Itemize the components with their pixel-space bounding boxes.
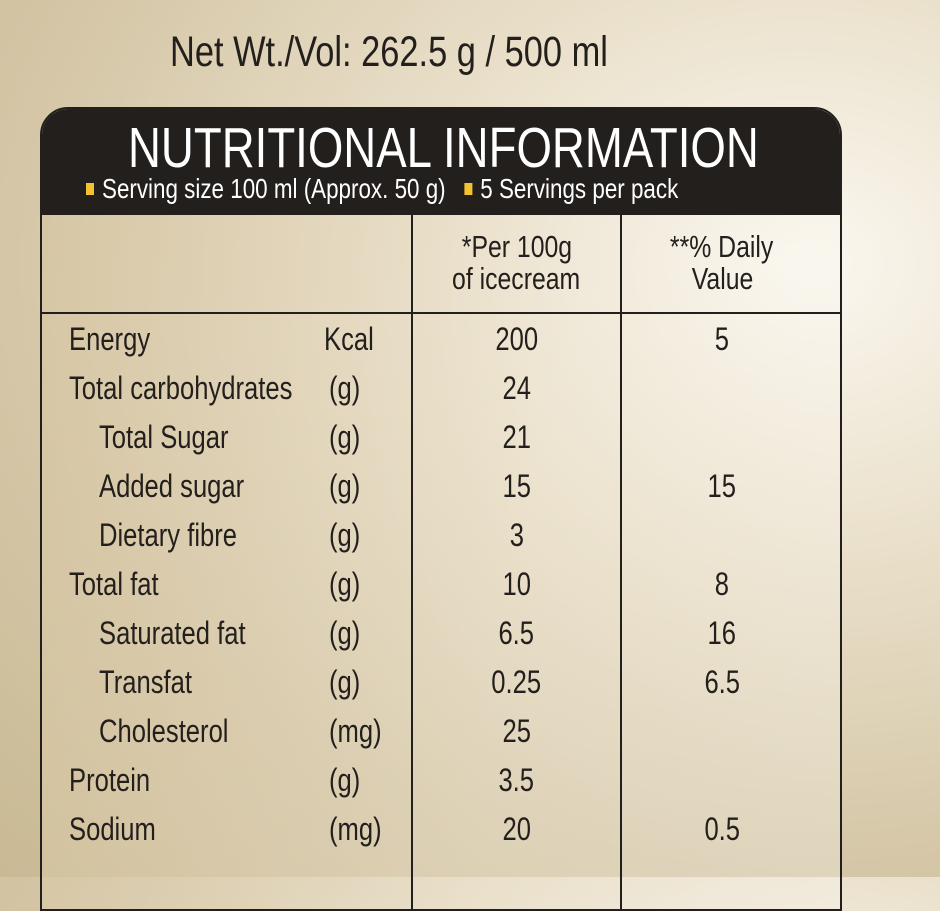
nutrition-panel: NUTRITIONAL INFORMATION Serving size 100… [40, 107, 842, 911]
daily-value [622, 517, 822, 554]
bullet-icon [86, 182, 94, 195]
per100g-value: 3.5 [498, 762, 535, 798]
table-row: Sodium (mg) 20 0.5 [42, 811, 840, 851]
servings-per-pack: 5 Servings per pack [480, 173, 679, 204]
nutrient-unit: (g) [329, 762, 361, 798]
per100g-value: 10 [502, 566, 531, 602]
table-row: Energy Kcal 200 5 [42, 321, 840, 361]
column-header-daily-value: **% Daily Value [670, 229, 774, 296]
serving-info: Serving size 100 ml (Approx. 50 g) 5 Ser… [86, 173, 826, 205]
nutrient-unit: Kcal [324, 321, 374, 357]
panel-title: NUTRITIONAL INFORMATION [128, 116, 759, 180]
nutrient-unit: (g) [329, 615, 361, 651]
per100g-value: 24 [502, 370, 531, 406]
table-row: Cholesterol (mg) 25 [42, 713, 840, 753]
nutrient-unit: (g) [329, 517, 361, 553]
per100g-value: 0.25 [491, 664, 542, 700]
per100g-value: 15 [502, 468, 531, 504]
table-row: Transfat (g) 0.25 6.5 [42, 664, 840, 704]
nutrient-name: Dietary fibre [99, 517, 237, 553]
per100g-value: 21 [502, 419, 531, 455]
table-row: Saturated fat (g) 6.5 16 [42, 615, 840, 655]
nutrient-name: Cholesterol [99, 713, 229, 749]
nutrient-name: Saturated fat [99, 615, 246, 651]
daily-value: 6.5 [704, 664, 740, 700]
daily-value [622, 370, 822, 407]
table-row: Total fat (g) 10 8 [42, 566, 840, 606]
daily-value: 15 [707, 468, 737, 504]
daily-value [622, 419, 822, 456]
nutrient-name: Total fat [69, 566, 159, 602]
column-divider [411, 215, 413, 909]
table-row: Dietary fibre (g) 3 [42, 517, 840, 557]
nutrient-name: Added sugar [99, 468, 245, 504]
nutrient-name: Total Sugar [99, 419, 229, 455]
nutrient-name: Energy [69, 321, 151, 357]
daily-value: 0.5 [704, 811, 740, 847]
nutrient-unit: (mg) [329, 713, 382, 749]
header-divider [42, 312, 840, 314]
nutrient-name: Transfat [99, 664, 192, 700]
column-header-per100g: *Per 100g of icecream [452, 229, 581, 296]
column-divider [620, 215, 622, 909]
per100g-value: 200 [495, 321, 538, 357]
serving-size: Serving size 100 ml (Approx. 50 g) [102, 173, 446, 204]
nutrient-unit: (g) [329, 566, 361, 602]
nutrient-unit: (mg) [329, 811, 382, 847]
table-row: Added sugar (g) 15 15 [42, 468, 840, 508]
daily-value: 16 [707, 615, 737, 651]
nutrient-name: Protein [69, 762, 151, 798]
panel-header: NUTRITIONAL INFORMATION Serving size 100… [42, 109, 840, 215]
daily-value [622, 762, 822, 799]
bullet-icon [464, 182, 473, 195]
nutrient-name: Total carbohydrates [69, 370, 293, 406]
table-row: Protein (g) 3.5 [42, 762, 840, 802]
per100g-value: 20 [502, 811, 531, 847]
nutrient-name: Sodium [69, 811, 156, 847]
daily-value: 5 [714, 321, 730, 357]
nutrient-unit: (g) [329, 664, 361, 700]
daily-value: 8 [714, 566, 730, 602]
net-weight: Net Wt./Vol: 262.5 g / 500 ml [170, 28, 608, 76]
per100g-value: 25 [502, 713, 531, 749]
table-row: Total carbohydrates (g) 24 [42, 370, 840, 410]
daily-value [622, 713, 822, 750]
per100g-value: 3 [509, 517, 524, 553]
table-row: Total Sugar (g) 21 [42, 419, 840, 459]
nutrient-unit: (g) [329, 370, 361, 406]
per100g-value: 6.5 [498, 615, 535, 651]
nutrient-unit: (g) [329, 419, 361, 455]
nutrient-unit: (g) [329, 468, 361, 504]
